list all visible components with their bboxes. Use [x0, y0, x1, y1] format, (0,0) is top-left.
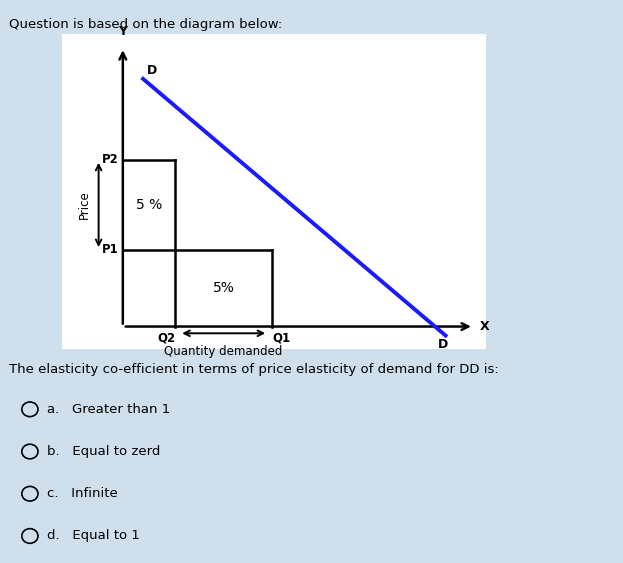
Text: Price: Price	[78, 190, 91, 220]
Text: c.   Infinite: c. Infinite	[47, 487, 118, 501]
Text: d.   Equal to 1: d. Equal to 1	[47, 529, 140, 543]
Text: 5 %: 5 %	[136, 198, 162, 212]
Text: P1: P1	[102, 243, 119, 257]
Text: D: D	[147, 64, 157, 77]
Text: b.   Equal to zerd: b. Equal to zerd	[47, 445, 160, 458]
Text: Question is based on the diagram below:: Question is based on the diagram below:	[9, 18, 283, 31]
Text: Quantity demanded: Quantity demanded	[164, 346, 283, 359]
Text: Q2: Q2	[157, 332, 175, 345]
Text: X: X	[480, 320, 490, 333]
Text: The elasticity co-efficient in terms of price elasticity of demand for DD is:: The elasticity co-efficient in terms of …	[9, 363, 499, 376]
Text: a.   Greater than 1: a. Greater than 1	[47, 403, 170, 416]
Text: 5%: 5%	[212, 282, 235, 295]
Text: P2: P2	[102, 153, 119, 167]
Text: D: D	[437, 338, 448, 351]
Text: Y: Y	[118, 25, 127, 38]
Text: Q1: Q1	[272, 332, 290, 345]
